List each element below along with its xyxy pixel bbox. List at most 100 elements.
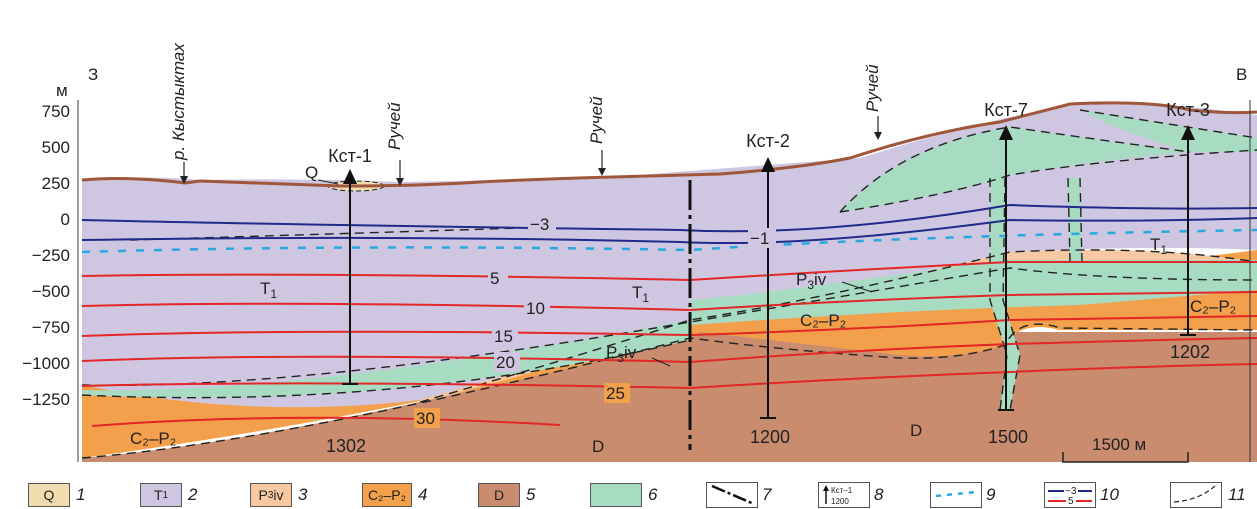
- wells: Кст-1 1302 Кст-2 1200 Кст-7 1500 Кст-3 1…: [326, 100, 1210, 456]
- red-contour-3: [81, 315, 1257, 337]
- y-tick: 250: [42, 174, 70, 193]
- green-upper-east: [1080, 110, 1257, 152]
- contour-label-red: 15: [494, 327, 513, 346]
- boundary-2: [419, 249, 1257, 403]
- legend-num: 10: [1100, 485, 1119, 504]
- legend-num: 1: [76, 485, 86, 504]
- y-tick: −1000: [22, 354, 70, 373]
- legend-num: 7: [762, 485, 772, 504]
- contour-label-red: 25: [606, 384, 625, 403]
- unit-d: D: [592, 437, 604, 456]
- red-contour-5: [81, 363, 1257, 390]
- legend-box-c2p2: C₂–P₂: [362, 483, 412, 507]
- contour-label-bg: [414, 408, 440, 428]
- legend-symbol-frame: [1170, 482, 1222, 508]
- legend-contour-label-bg: [1064, 484, 1078, 496]
- legend-box-green: [590, 483, 642, 507]
- legend-fault-symbol: [706, 482, 758, 508]
- legend-num: 4: [418, 485, 428, 504]
- well-kst-7: Кст-7 1500: [984, 100, 1028, 447]
- unit-p3-letter: P: [606, 343, 617, 362]
- unit-t1-sub: 1: [642, 291, 649, 305]
- legend-boundary-symbol: [1170, 482, 1222, 508]
- river-arrowhead: [874, 132, 882, 140]
- legend-box-p3iv: P 3 iv: [250, 483, 292, 507]
- geological-section: м З В 750 500 250 0 −250 −500 −750 −1000…: [22, 43, 1257, 463]
- legend-label: D: [493, 487, 505, 503]
- unit-c2p2: C₂–P₂: [800, 311, 846, 330]
- permafrost-line: [81, 228, 1257, 254]
- y-ticks: 750 500 250 0 −250 −500 −750 −1000 −1250: [22, 102, 70, 409]
- contour-label-blue: −1: [750, 229, 769, 248]
- unit-p3-tail: iv: [624, 343, 637, 362]
- legend-box-d: D: [478, 483, 520, 507]
- red-contours: [81, 261, 1257, 427]
- unit-t1-sub: 1: [270, 287, 277, 301]
- legend-num: 8: [874, 485, 884, 504]
- river-markers: р. Кыстыктах Ручей Ручей Ручей: [169, 43, 882, 186]
- legend-label: C₂–P₂: [367, 487, 407, 503]
- boundary-4: [81, 339, 691, 399]
- river-label: Ручей: [863, 64, 882, 112]
- contour-label-bg: [524, 298, 550, 318]
- unit-d: D: [910, 421, 922, 440]
- depth-axis: м З В 750 500 250 0 −250 −500 −750 −1000…: [22, 65, 1251, 462]
- well-arrowhead: [999, 125, 1013, 140]
- well-depth: 1200: [750, 427, 790, 447]
- contour-label-red: 5: [490, 269, 499, 288]
- legend-fault-line: [711, 484, 755, 506]
- unit-p3iv-leader: [651, 357, 671, 367]
- legend-label: Q: [43, 487, 55, 503]
- well-name: Кст-2: [746, 131, 790, 151]
- unit-p3-letter: P: [796, 270, 807, 289]
- layer-d: [82, 332, 1257, 462]
- legend-box-q: Q: [28, 483, 70, 507]
- legend-boundary-line: [1173, 484, 1217, 503]
- scale-bar: 1500 м: [1062, 435, 1189, 463]
- legend-label: P: [258, 487, 268, 503]
- contour-label-bg: [494, 352, 520, 372]
- legend-well-name: Кст–1: [831, 486, 853, 495]
- well-kst-3: Кст-3 1202: [1166, 100, 1210, 362]
- red-contour-4: [81, 337, 1257, 364]
- legend-label: T: [153, 487, 163, 503]
- river-arrowhead: [598, 168, 606, 176]
- unit-p3-sub: 3: [807, 278, 814, 292]
- contour-label-bg: [492, 326, 518, 346]
- legend-well-symbol: Кст–1 1200: [818, 482, 870, 508]
- contour-label-red: 30: [416, 409, 435, 428]
- well-kst-1: Кст-1 1302: [326, 146, 372, 456]
- east-label: В: [1236, 65, 1247, 84]
- legend-num: 5: [526, 485, 536, 504]
- legend-contour-label-bg: [1066, 495, 1076, 506]
- well-depth: 1500: [988, 427, 1028, 447]
- legend-tail: iv: [273, 487, 284, 503]
- legend-num: 3: [298, 485, 308, 504]
- unit-p3iv: P3iv: [796, 270, 827, 292]
- contour-label-bg: [748, 228, 776, 248]
- y-tick: −500: [32, 282, 70, 301]
- unit-q: Q: [305, 163, 318, 182]
- red-contour-2: [81, 291, 1257, 312]
- red-contour-6: [91, 416, 561, 427]
- unit-t1-sub: 1: [1160, 243, 1167, 257]
- contour-label-bg: [604, 383, 630, 403]
- legend-sub: 3: [267, 489, 274, 501]
- boundary-1: [81, 267, 1257, 387]
- y-tick: −1250: [22, 390, 70, 409]
- river-label: Ручей: [587, 96, 606, 144]
- contour-label-blue: −3: [530, 215, 549, 234]
- boundary-9: [989, 178, 1008, 411]
- well-name: Кст-1: [328, 146, 372, 166]
- unit-c2p2: C₂–P₂: [1190, 297, 1236, 316]
- red-contour-1: [81, 261, 1257, 282]
- contour-label-bg: [488, 268, 508, 288]
- legend-num: 9: [986, 485, 996, 504]
- well-name: Кст-3: [1166, 100, 1210, 120]
- unit-p3-sub: 3: [617, 351, 624, 365]
- legend-permafrost-symbol: [930, 482, 982, 508]
- well-kst-2: Кст-2 1200: [746, 131, 790, 447]
- well-arrowhead: [761, 157, 775, 172]
